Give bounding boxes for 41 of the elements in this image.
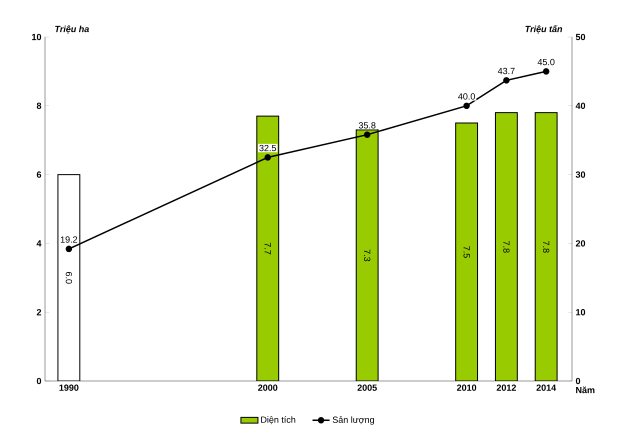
- point: [503, 77, 510, 84]
- y2-tick-label: 20: [576, 240, 586, 247]
- data-label: 7.8: [542, 241, 550, 253]
- y2-axis-title: Triệu tấn: [525, 25, 562, 34]
- y2-tick-label: 30: [576, 171, 586, 178]
- x-tick-label: 1990: [59, 384, 78, 391]
- y2-tick-label: 10: [576, 309, 586, 316]
- data-label: 32.5: [259, 144, 276, 152]
- data-label: 43.7: [498, 68, 515, 74]
- point: [364, 131, 370, 138]
- legend-label: Sản lượng: [332, 416, 374, 425]
- x-tick-label: 2005: [358, 384, 377, 391]
- y-tick-label: 8: [36, 102, 42, 109]
- point: [542, 68, 550, 75]
- data-label: 7.8: [503, 241, 510, 253]
- data-label: 7.7: [264, 242, 271, 254]
- x-axis-title: Năm: [576, 386, 594, 394]
- x-tick-label: 2000: [258, 384, 278, 391]
- y-tick-label: 0: [36, 378, 42, 384]
- legend-label: Diện tích: [261, 416, 296, 424]
- y-tick-label: 6: [36, 171, 42, 178]
- data-label: 40.0: [458, 93, 475, 100]
- data-label: 7.3: [364, 250, 370, 262]
- data-label: 35.8: [358, 122, 376, 129]
- data-label: 45.0: [538, 58, 555, 66]
- data-label: 7.5: [463, 246, 470, 258]
- y-tick-label: 10: [32, 34, 42, 40]
- y2-tick-label: 50: [576, 34, 586, 40]
- y2-tick-label: 40: [576, 102, 586, 109]
- y-tick-label: 2: [36, 309, 42, 316]
- x-tick-label: 2014: [536, 384, 556, 391]
- data-label: 19.2: [60, 236, 78, 243]
- y-axis-title: Triệu ha: [55, 25, 89, 34]
- y2-tick-label: 0: [576, 378, 580, 384]
- x-tick-label: 2010: [456, 384, 476, 391]
- point: [264, 154, 271, 161]
- y-tick-label: 4: [36, 240, 42, 246]
- point: [66, 246, 72, 252]
- point: [463, 102, 470, 110]
- data-label: 6.0: [66, 272, 72, 284]
- x-tick-label: 2012: [496, 384, 516, 391]
